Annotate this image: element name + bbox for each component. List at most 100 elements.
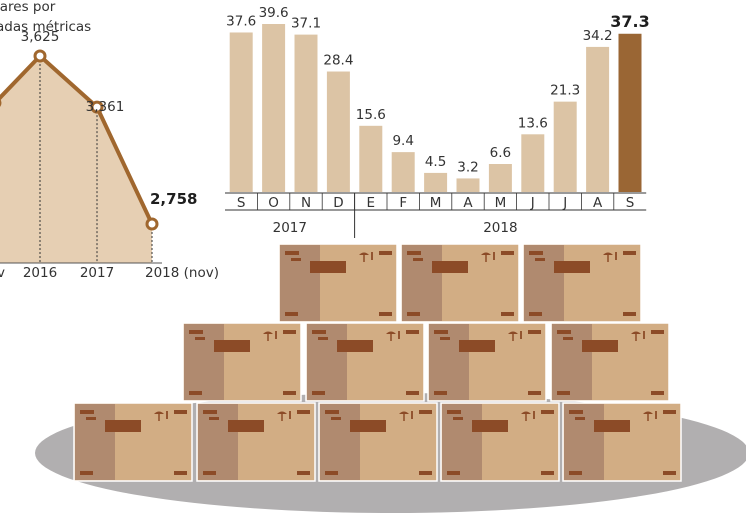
box-mark [189,330,203,334]
bar-chart-category-label: F [399,195,407,211]
box-mark [453,417,463,420]
bar-chart-category-label: E [367,195,376,211]
box-mark [285,312,298,316]
boxes-illustration [35,243,746,513]
bar-chart: 37.6 S 39.6 O 37.1 N 28.4 D 15.6 E 9.4 F 4.5 M 3.2 A 6.6… [225,5,650,238]
box-label [432,261,468,273]
box-mark [285,251,299,255]
box [73,402,193,482]
box-mark [80,471,93,475]
bar-chart-category-label: J [530,195,535,211]
bar-chart-bar [229,32,253,192]
box-mark [407,251,421,255]
box-mark [447,410,461,414]
line-chart-title-line-1: lares por [0,0,56,15]
box-label [337,340,373,352]
umbrella-icon [508,331,518,334]
bar-chart-bar [521,134,545,192]
line-chart-x-tick: 2016 [23,265,57,281]
line-chart-line [0,54,154,225]
box-label [554,261,590,273]
bar-chart-value-label: 6.6 [490,145,511,161]
bar-chart-category-label: J [562,195,567,211]
box-mark [407,312,420,316]
bar-chart-value-label: 13.6 [518,115,548,131]
box-mark [297,471,310,475]
box-mark [325,410,339,414]
box-label [582,340,618,352]
box [182,322,302,402]
bar-chart-year-label: 2018 [483,220,517,236]
box-mark [419,410,432,414]
line-chart-point [33,49,47,63]
bar-chart-category-label: S [237,195,246,211]
box-label [214,340,250,352]
bar-chart-category-label: A [593,195,603,211]
box-mark [528,391,541,395]
line-chart-area [0,56,152,263]
umbrella-icon [359,252,369,255]
bar-chart-value-label: 9.4 [392,133,413,149]
box [427,322,547,402]
box-mark [535,258,545,261]
umbrella-icon [263,331,273,334]
bar-chart-bar [618,33,642,193]
line-chart-point [145,217,159,231]
line-chart-value-label: 3,361 [86,99,125,115]
box-mark [325,471,338,475]
bar-chart-value-label: 3.2 [457,159,478,175]
box-mark [569,410,583,414]
box-mark [318,337,328,340]
line-chart-title-line-2: adas métricas [0,19,91,35]
bar-chart-category-label: M [430,195,442,211]
bar-chart-category-label: S [626,195,635,211]
box-mark [297,410,310,414]
box-mark [623,312,636,316]
box-mark [563,337,573,340]
bar-chart-category-label: A [463,195,473,211]
box-side [564,404,604,480]
bar-chart-category-label: M [495,195,507,211]
umbrella-icon [603,252,613,255]
box-mark [501,312,514,316]
box-mark [501,251,514,255]
bar-chart-value-label: 21.3 [550,83,580,99]
box-mark [80,410,94,414]
box-label [472,420,508,432]
line-chart-value-label: 3,625 [21,29,60,45]
umbrella-icon [521,411,531,414]
box-side [307,324,347,400]
bar-chart-year-label: 2017 [273,220,307,236]
bar-chart-value-label: 4.5 [425,154,446,170]
box-side [402,245,442,321]
box-side [198,404,238,480]
line-chart-x-tick: 2017 [80,265,114,281]
bar-chart-value-label: 37.1 [291,16,321,32]
line-chart-x-tick-partial: v [0,265,5,281]
box-mark [203,471,216,475]
bar-chart-value-label: 37.6 [226,13,256,29]
bar-chart-bar [586,46,610,193]
bar-chart-category-label: N [301,195,311,211]
box [196,402,316,482]
box-side [280,245,320,321]
umbrella-icon [631,331,641,334]
line-chart-x-tick: 2018 (nov) [145,265,219,281]
box-mark [569,471,582,475]
box-mark [651,330,664,334]
box-mark [312,330,326,334]
box-mark [651,391,664,395]
box-mark [189,391,202,395]
box-mark [174,471,187,475]
box-label [350,420,386,432]
box-label [228,420,264,432]
box-side [75,404,115,480]
box-side [552,324,592,400]
box-label [594,420,630,432]
box-mark [541,410,554,414]
box-mark [174,410,187,414]
bar-chart-value-label: 34.2 [583,28,613,44]
box-mark [331,417,341,420]
bar-chart-category-label: D [333,195,343,211]
